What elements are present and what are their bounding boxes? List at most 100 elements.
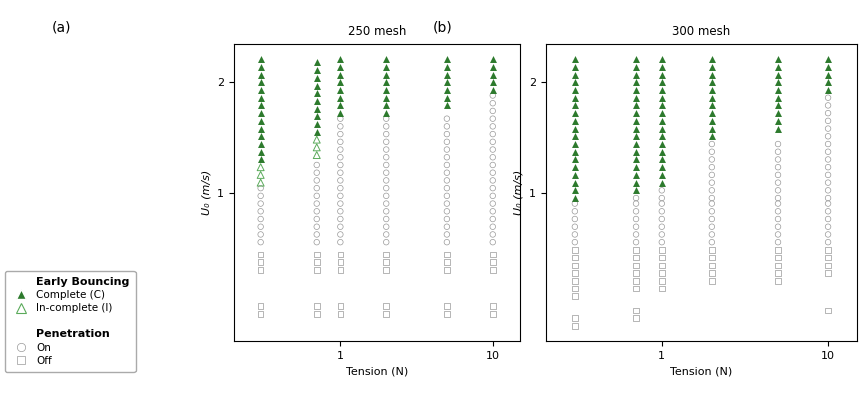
Point bbox=[379, 64, 393, 70]
Point bbox=[629, 118, 643, 124]
Point bbox=[254, 94, 268, 101]
Point bbox=[705, 247, 719, 253]
Point bbox=[486, 154, 500, 160]
Point bbox=[771, 254, 785, 261]
Point bbox=[254, 56, 268, 62]
Point bbox=[379, 102, 393, 109]
Point bbox=[568, 94, 582, 101]
Point bbox=[333, 131, 347, 137]
Point bbox=[310, 144, 324, 150]
Point bbox=[486, 200, 500, 207]
Point bbox=[310, 224, 324, 230]
Point bbox=[379, 162, 393, 168]
Point bbox=[379, 266, 393, 273]
Point bbox=[310, 83, 324, 89]
Point bbox=[629, 102, 643, 109]
Point bbox=[568, 224, 582, 230]
Point bbox=[568, 278, 582, 284]
Point bbox=[821, 172, 835, 178]
Point bbox=[254, 102, 268, 109]
Point bbox=[310, 177, 324, 183]
Point bbox=[333, 102, 347, 109]
Point bbox=[705, 208, 719, 214]
Point bbox=[655, 110, 669, 116]
Point bbox=[379, 177, 393, 183]
Point bbox=[333, 216, 347, 222]
Point bbox=[440, 259, 454, 265]
Point bbox=[333, 123, 347, 129]
Point bbox=[486, 193, 500, 199]
Point bbox=[568, 231, 582, 238]
Point bbox=[821, 79, 835, 85]
Point bbox=[629, 133, 643, 139]
Point bbox=[254, 216, 268, 222]
Point bbox=[821, 56, 835, 62]
Point bbox=[821, 187, 835, 193]
Point bbox=[486, 162, 500, 168]
Point bbox=[333, 231, 347, 238]
Point bbox=[568, 179, 582, 186]
Point bbox=[705, 254, 719, 261]
Point bbox=[655, 216, 669, 222]
Point bbox=[629, 195, 643, 201]
Point bbox=[821, 224, 835, 230]
Point bbox=[655, 156, 669, 163]
Point bbox=[629, 110, 643, 116]
Point bbox=[333, 170, 347, 176]
Point bbox=[629, 247, 643, 253]
Point bbox=[771, 179, 785, 186]
Point bbox=[486, 123, 500, 129]
Point bbox=[333, 303, 347, 309]
Point bbox=[568, 125, 582, 132]
Point bbox=[486, 185, 500, 191]
Point bbox=[254, 231, 268, 238]
Point bbox=[821, 110, 835, 116]
Point bbox=[655, 285, 669, 292]
Point bbox=[379, 146, 393, 153]
Point bbox=[440, 170, 454, 176]
Point bbox=[486, 139, 500, 145]
Point bbox=[333, 110, 347, 116]
Point bbox=[440, 102, 454, 109]
Title: 300 mesh: 300 mesh bbox=[672, 25, 731, 39]
Point bbox=[771, 148, 785, 155]
Point bbox=[333, 94, 347, 101]
Point bbox=[333, 79, 347, 85]
Point bbox=[629, 200, 643, 207]
Point bbox=[771, 87, 785, 93]
Point bbox=[310, 98, 324, 104]
Point bbox=[655, 133, 669, 139]
Point bbox=[379, 71, 393, 78]
Point bbox=[333, 154, 347, 160]
Point bbox=[705, 224, 719, 230]
Point bbox=[655, 247, 669, 253]
Point bbox=[379, 239, 393, 245]
Point bbox=[440, 162, 454, 168]
Point bbox=[821, 148, 835, 155]
Point bbox=[655, 239, 669, 245]
Point bbox=[379, 87, 393, 93]
Point bbox=[254, 148, 268, 155]
Point bbox=[821, 94, 835, 101]
Point bbox=[821, 239, 835, 245]
Point bbox=[655, 94, 669, 101]
Point bbox=[440, 266, 454, 273]
Point bbox=[379, 131, 393, 137]
Point bbox=[486, 224, 500, 230]
Point bbox=[568, 239, 582, 245]
Point bbox=[771, 156, 785, 163]
Point bbox=[379, 110, 393, 116]
Point bbox=[379, 216, 393, 222]
Point bbox=[486, 266, 500, 273]
Point bbox=[333, 185, 347, 191]
Point bbox=[333, 200, 347, 207]
Point bbox=[821, 118, 835, 124]
Point bbox=[440, 311, 454, 317]
Point bbox=[568, 216, 582, 222]
Point bbox=[629, 224, 643, 230]
Point bbox=[771, 231, 785, 238]
Point bbox=[771, 125, 785, 132]
Point bbox=[568, 285, 582, 292]
Point bbox=[629, 179, 643, 186]
Point bbox=[821, 156, 835, 163]
